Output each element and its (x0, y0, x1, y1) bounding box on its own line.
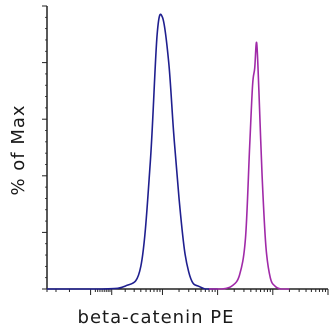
series-group (47, 13, 290, 290)
series-line-2 (209, 41, 290, 290)
y-axis-label: % of Max (8, 104, 29, 195)
x-ticks (46, 289, 329, 295)
series-line-1 (47, 13, 218, 290)
x-axis-label: beta-catenin PE (78, 307, 235, 328)
y-ticks (42, 5, 47, 290)
